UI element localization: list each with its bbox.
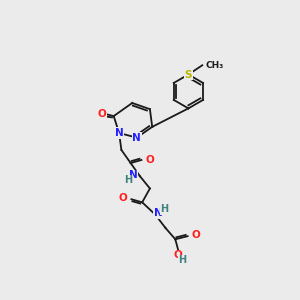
Text: O: O <box>173 250 182 260</box>
Text: N: N <box>115 128 124 138</box>
Text: O: O <box>98 109 106 119</box>
Text: O: O <box>191 230 200 240</box>
Text: H: H <box>160 204 169 214</box>
Text: O: O <box>119 194 128 203</box>
Text: S: S <box>185 70 192 80</box>
Text: H: H <box>178 255 186 265</box>
Text: H: H <box>124 175 132 185</box>
Text: O: O <box>145 155 154 165</box>
Text: CH₃: CH₃ <box>205 61 224 70</box>
Text: N: N <box>154 208 163 218</box>
Text: N: N <box>129 170 137 180</box>
Text: N: N <box>132 133 141 142</box>
